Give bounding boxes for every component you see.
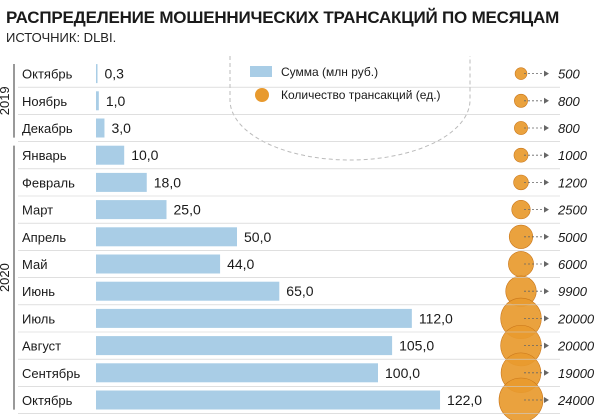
chart-row: Октябрь 122,0 24000: [18, 390, 595, 414]
chart-row: Март 25,0 2500: [18, 200, 588, 224]
bubble-layer: [498, 67, 544, 420]
value-label: 0,3: [105, 66, 125, 82]
arrow-head: [544, 369, 549, 376]
chart-row: Август 105,0 20000: [18, 336, 595, 360]
legend-bubble-label: Количество трансакций (ед.): [281, 88, 441, 102]
value-label: 44,0: [227, 256, 254, 272]
value-label: 50,0: [244, 229, 271, 245]
arrow-head: [544, 233, 549, 240]
count-label: 500: [558, 67, 580, 82]
value-label: 105,0: [399, 338, 434, 354]
arrow-head: [544, 315, 549, 322]
value-label: 65,0: [286, 283, 313, 299]
bubble: [514, 67, 528, 80]
category-label: Декабрь: [22, 121, 73, 136]
category-label: Ноябрь: [22, 94, 67, 109]
category-label: Сентябрь: [22, 366, 80, 381]
chart-row: Июнь 65,0 9900: [18, 281, 588, 306]
value-label: 3,0: [111, 120, 131, 136]
count-label: 19000: [558, 366, 595, 381]
bar: [96, 281, 280, 301]
bar: [96, 172, 147, 192]
arrow-head: [544, 125, 549, 131]
bubble: [514, 121, 528, 135]
bubble: [513, 174, 529, 191]
count-label: 9900: [558, 284, 588, 299]
category-label: Июнь: [22, 284, 55, 299]
value-label: 122,0: [447, 392, 482, 408]
bar: [96, 254, 221, 274]
value-label: 25,0: [174, 202, 201, 218]
arrow-head: [544, 70, 549, 77]
category-label: Апрель: [22, 230, 66, 245]
category-label: Октябрь: [22, 67, 73, 82]
arrow-head: [544, 206, 549, 213]
value-label: 100,0: [385, 365, 420, 381]
plot-area: Октябрь 0,3 500 Ноябрь 1,0 800 Декабрь 3,0 800 Ян…: [18, 64, 595, 420]
count-label: 800: [558, 121, 580, 136]
count-label: 1000: [558, 148, 588, 163]
legend-arc: [229, 56, 471, 161]
chart-row: Январь 10,0 1000: [18, 145, 588, 170]
bar: [96, 91, 99, 111]
arrow-head: [544, 288, 549, 295]
year-axis: 2019 2020: [0, 64, 15, 410]
arrow-head: [544, 152, 549, 159]
bar: [96, 64, 98, 84]
bar: [96, 390, 441, 410]
chart-row: Апрель 50,0 5000: [18, 227, 588, 251]
value-label: 18,0: [154, 174, 181, 190]
value-label: 10,0: [131, 147, 158, 163]
arrow-head: [544, 97, 549, 104]
count-label: 2500: [557, 203, 588, 218]
legend-arc-outline: [229, 56, 471, 161]
chart-title: РАСПРЕДЕЛЕНИЕ МОШЕННИЧЕСКИХ ТРАНСАКЦИЙ П…: [6, 8, 560, 27]
year-label: 2019: [0, 86, 12, 115]
count-label: 20000: [557, 311, 595, 326]
count-label: 6000: [558, 257, 588, 272]
value-label: 1,0: [106, 93, 126, 109]
year-label: 2020: [0, 263, 12, 292]
bubble: [498, 377, 544, 420]
category-label: Май: [22, 257, 47, 272]
bubble: [514, 93, 528, 108]
chart-row: Май 44,0 6000: [18, 254, 588, 278]
legend-bar-label: Сумма (млн руб.): [281, 65, 378, 79]
arrow-head: [544, 179, 549, 186]
bar: [96, 200, 167, 220]
chart-row: Декабрь 3,0 800: [18, 118, 580, 142]
category-label: Март: [22, 203, 53, 218]
value-label: 112,0: [419, 310, 453, 326]
count-label: 24000: [557, 393, 595, 408]
arrow-head: [544, 397, 549, 403]
chart-row: Февраль 18,0 1200: [18, 172, 588, 197]
bubble: [511, 200, 531, 220]
chart-row: Июль 112,0 20000: [18, 308, 595, 333]
count-label: 1200: [558, 175, 588, 190]
legend: Сумма (млн руб.) Количество трансакций (…: [250, 65, 441, 102]
category-label: Январь: [22, 148, 67, 163]
bar: [96, 145, 125, 165]
arrow-head: [544, 261, 549, 267]
count-label: 5000: [558, 230, 588, 245]
bar: [96, 308, 412, 328]
bar: [96, 336, 393, 356]
chart-row: Ноябрь 1,0 800: [18, 91, 580, 115]
bar: [96, 118, 105, 138]
count-label: 800: [558, 94, 580, 109]
category-label: Октябрь: [22, 393, 73, 408]
count-label: 20000: [557, 339, 595, 354]
legend-bar-swatch: [250, 66, 272, 77]
category-label: Август: [22, 339, 61, 354]
category-label: Июль: [22, 311, 55, 326]
bar: [96, 227, 237, 247]
chart-row: Октябрь 0,3 500: [18, 64, 580, 88]
arrow-head: [544, 342, 549, 349]
bar: [96, 363, 378, 383]
chart-source: ИСТОЧНИК: DLBI.: [6, 30, 117, 45]
legend-bubble-swatch: [255, 88, 269, 102]
category-label: Февраль: [22, 175, 75, 190]
chart-row: Сентябрь 100,0 19000: [18, 363, 595, 387]
